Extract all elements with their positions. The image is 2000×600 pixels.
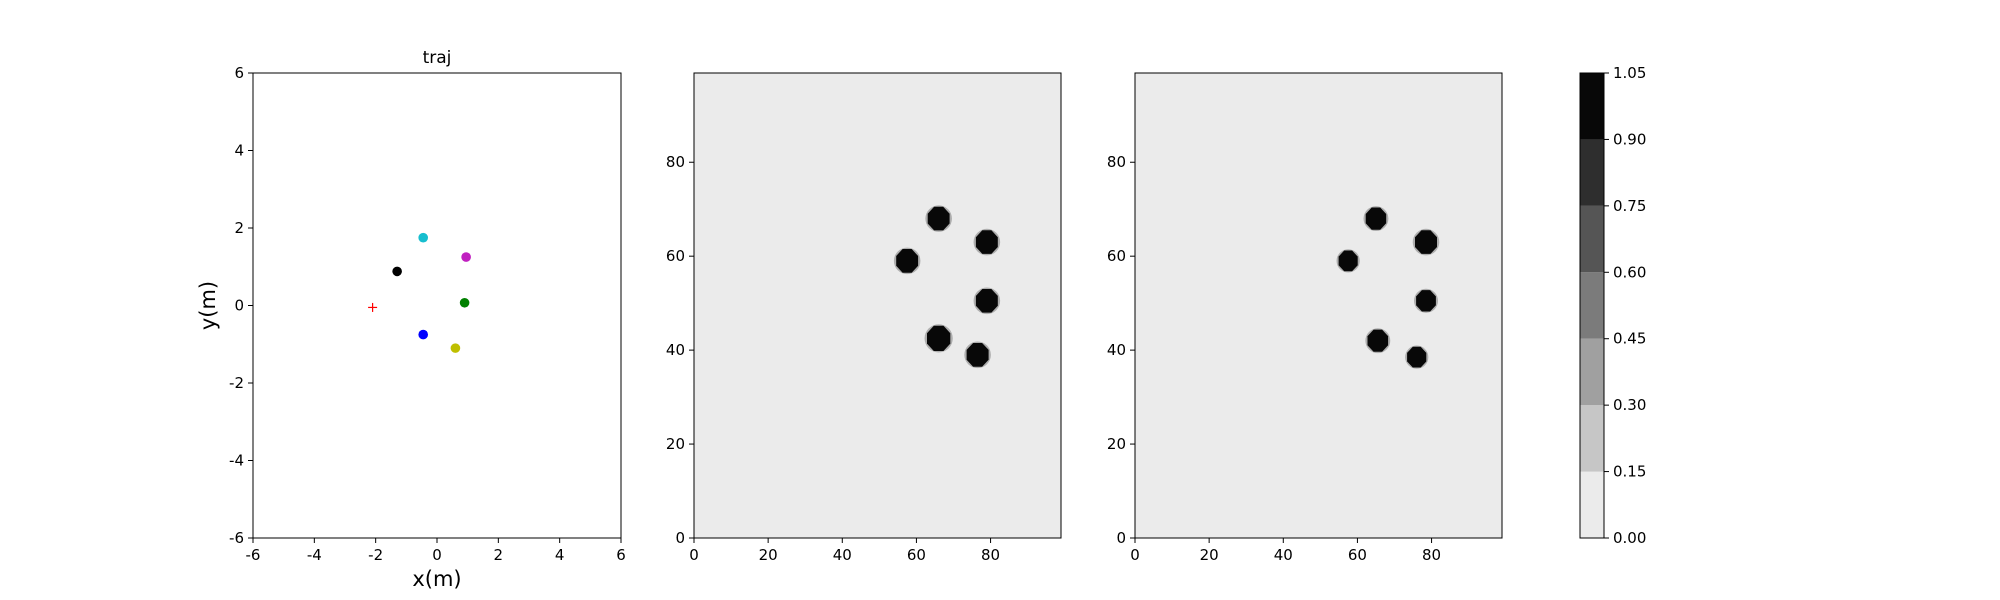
x-tick-label: 0 <box>432 546 442 564</box>
obstacle-core <box>966 343 989 367</box>
y-axis-label: y(m) <box>196 281 220 330</box>
colorbar-tick-label: 0.75 <box>1613 197 1646 215</box>
y-tick-label: 80 <box>1107 153 1126 171</box>
y-tick-label: 0 <box>1116 529 1126 547</box>
obstacle-blob <box>1405 345 1429 369</box>
y-tick-label: 6 <box>234 64 244 82</box>
colorbar: 0.00 0.15 0.30 0.45 0.60 0.75 0.90 1.05 <box>1579 64 1646 547</box>
colorbar-band <box>1580 405 1604 472</box>
obstacle-core <box>1416 290 1436 312</box>
colorbar-tick-label: 0.30 <box>1613 396 1646 414</box>
obstacle-core <box>1365 207 1387 230</box>
colorbar-frame <box>1579 72 1605 539</box>
y-tick-label: 60 <box>666 247 685 265</box>
colorbar-band <box>1580 139 1604 206</box>
x-tick-label: -2 <box>368 546 383 564</box>
obstacle-blob <box>924 324 953 353</box>
traj-plot: -6 -4 -2 0 2 4 6 -6 -4 -2 0 2 4 6 traj x(m) y(m) <box>196 48 626 591</box>
x-axis-label: x(m) <box>412 567 461 591</box>
colorbar-tick-label: 0.60 <box>1613 263 1646 281</box>
y-tick-label: 60 <box>1107 247 1126 265</box>
agent-point <box>418 232 429 243</box>
obstacle-core <box>975 230 998 254</box>
colorbar-band <box>1580 272 1604 339</box>
obstacle-blob <box>893 247 921 275</box>
x-tick-label: 80 <box>981 546 1000 564</box>
x-tick-label: 2 <box>494 546 504 564</box>
x-tick-label: 6 <box>616 546 626 564</box>
heatmap-background <box>694 73 1061 538</box>
agent-point <box>459 297 470 308</box>
y-tick-label: 2 <box>234 219 244 237</box>
y-tick-label: -6 <box>229 529 244 547</box>
obstacle-core <box>927 206 950 231</box>
colorbar-tick-label: 0.15 <box>1613 463 1646 481</box>
agent-point <box>392 266 402 277</box>
y-tick-label: 4 <box>234 142 244 160</box>
obstacle-core <box>1415 230 1437 254</box>
colorbar-tick-label: 1.05 <box>1613 64 1646 82</box>
heatmap-2: 0 20 40 60 80 0 20 40 60 80 <box>1107 72 1503 564</box>
agent-point <box>450 343 461 353</box>
obstacle-core <box>1407 346 1427 368</box>
obstacle-blob <box>973 287 1001 315</box>
heatmap-1: 0 20 40 60 80 0 20 40 60 80 <box>666 72 1062 564</box>
agent-point <box>461 252 471 262</box>
colorbar-tick-label: 0.45 <box>1613 330 1646 348</box>
obstacle-blob <box>973 228 1001 256</box>
x-tick-label: 60 <box>1348 546 1367 564</box>
heatmap-background <box>1135 73 1502 538</box>
colorbar-tick-label: 0.90 <box>1613 130 1646 148</box>
y-tick-label: -4 <box>229 452 244 470</box>
plot-area <box>253 73 621 538</box>
y-tick-label: 80 <box>666 153 685 171</box>
obstacle-core <box>927 325 951 351</box>
y-tick-label: 0 <box>234 297 244 315</box>
y-tick-label: 40 <box>1107 341 1126 359</box>
y-tick-label: 0 <box>675 529 685 547</box>
obstacle-blob <box>1365 328 1391 354</box>
x-tick-label: 40 <box>833 546 852 564</box>
y-tick-label: 20 <box>666 435 685 453</box>
colorbar-band <box>1580 73 1604 140</box>
start-marker <box>368 302 378 312</box>
x-tick-label: -4 <box>307 546 322 564</box>
obstacle-blob <box>1363 206 1389 232</box>
obstacle-core <box>896 249 919 273</box>
x-tick-label: 80 <box>1422 546 1441 564</box>
x-tick-label: 0 <box>689 546 699 564</box>
obstacle-blob <box>925 205 952 232</box>
agent-point <box>418 329 429 340</box>
x-tick-label: 40 <box>1274 546 1293 564</box>
colorbar-band <box>1580 471 1604 538</box>
colorbar-tick-label: 0.00 <box>1613 529 1646 547</box>
y-tick-label: -2 <box>229 374 244 392</box>
colorbar-band <box>1580 338 1604 406</box>
x-tick-label: 60 <box>907 546 926 564</box>
obstacle-blob <box>1413 288 1439 313</box>
colorbar-band <box>1580 205 1604 273</box>
axes-frame <box>252 72 622 539</box>
obstacle-core <box>975 289 998 313</box>
x-tick-label: -6 <box>246 546 261 564</box>
obstacle-blob <box>1412 228 1440 256</box>
x-tick-label: 0 <box>1130 546 1140 564</box>
chart-title: traj <box>423 48 452 68</box>
axes-frame-top <box>1134 72 1503 539</box>
obstacle-core <box>1367 329 1389 352</box>
obstacle-blob <box>1336 249 1360 273</box>
x-tick-label: 20 <box>1200 546 1219 564</box>
y-tick-label: 20 <box>1107 435 1126 453</box>
obstacle-blob <box>964 341 991 369</box>
x-tick-label: 4 <box>555 546 565 564</box>
obstacle-core <box>1338 250 1358 272</box>
x-tick-label: 20 <box>759 546 778 564</box>
y-tick-label: 40 <box>666 341 685 359</box>
axes-frame-top <box>693 72 1062 539</box>
